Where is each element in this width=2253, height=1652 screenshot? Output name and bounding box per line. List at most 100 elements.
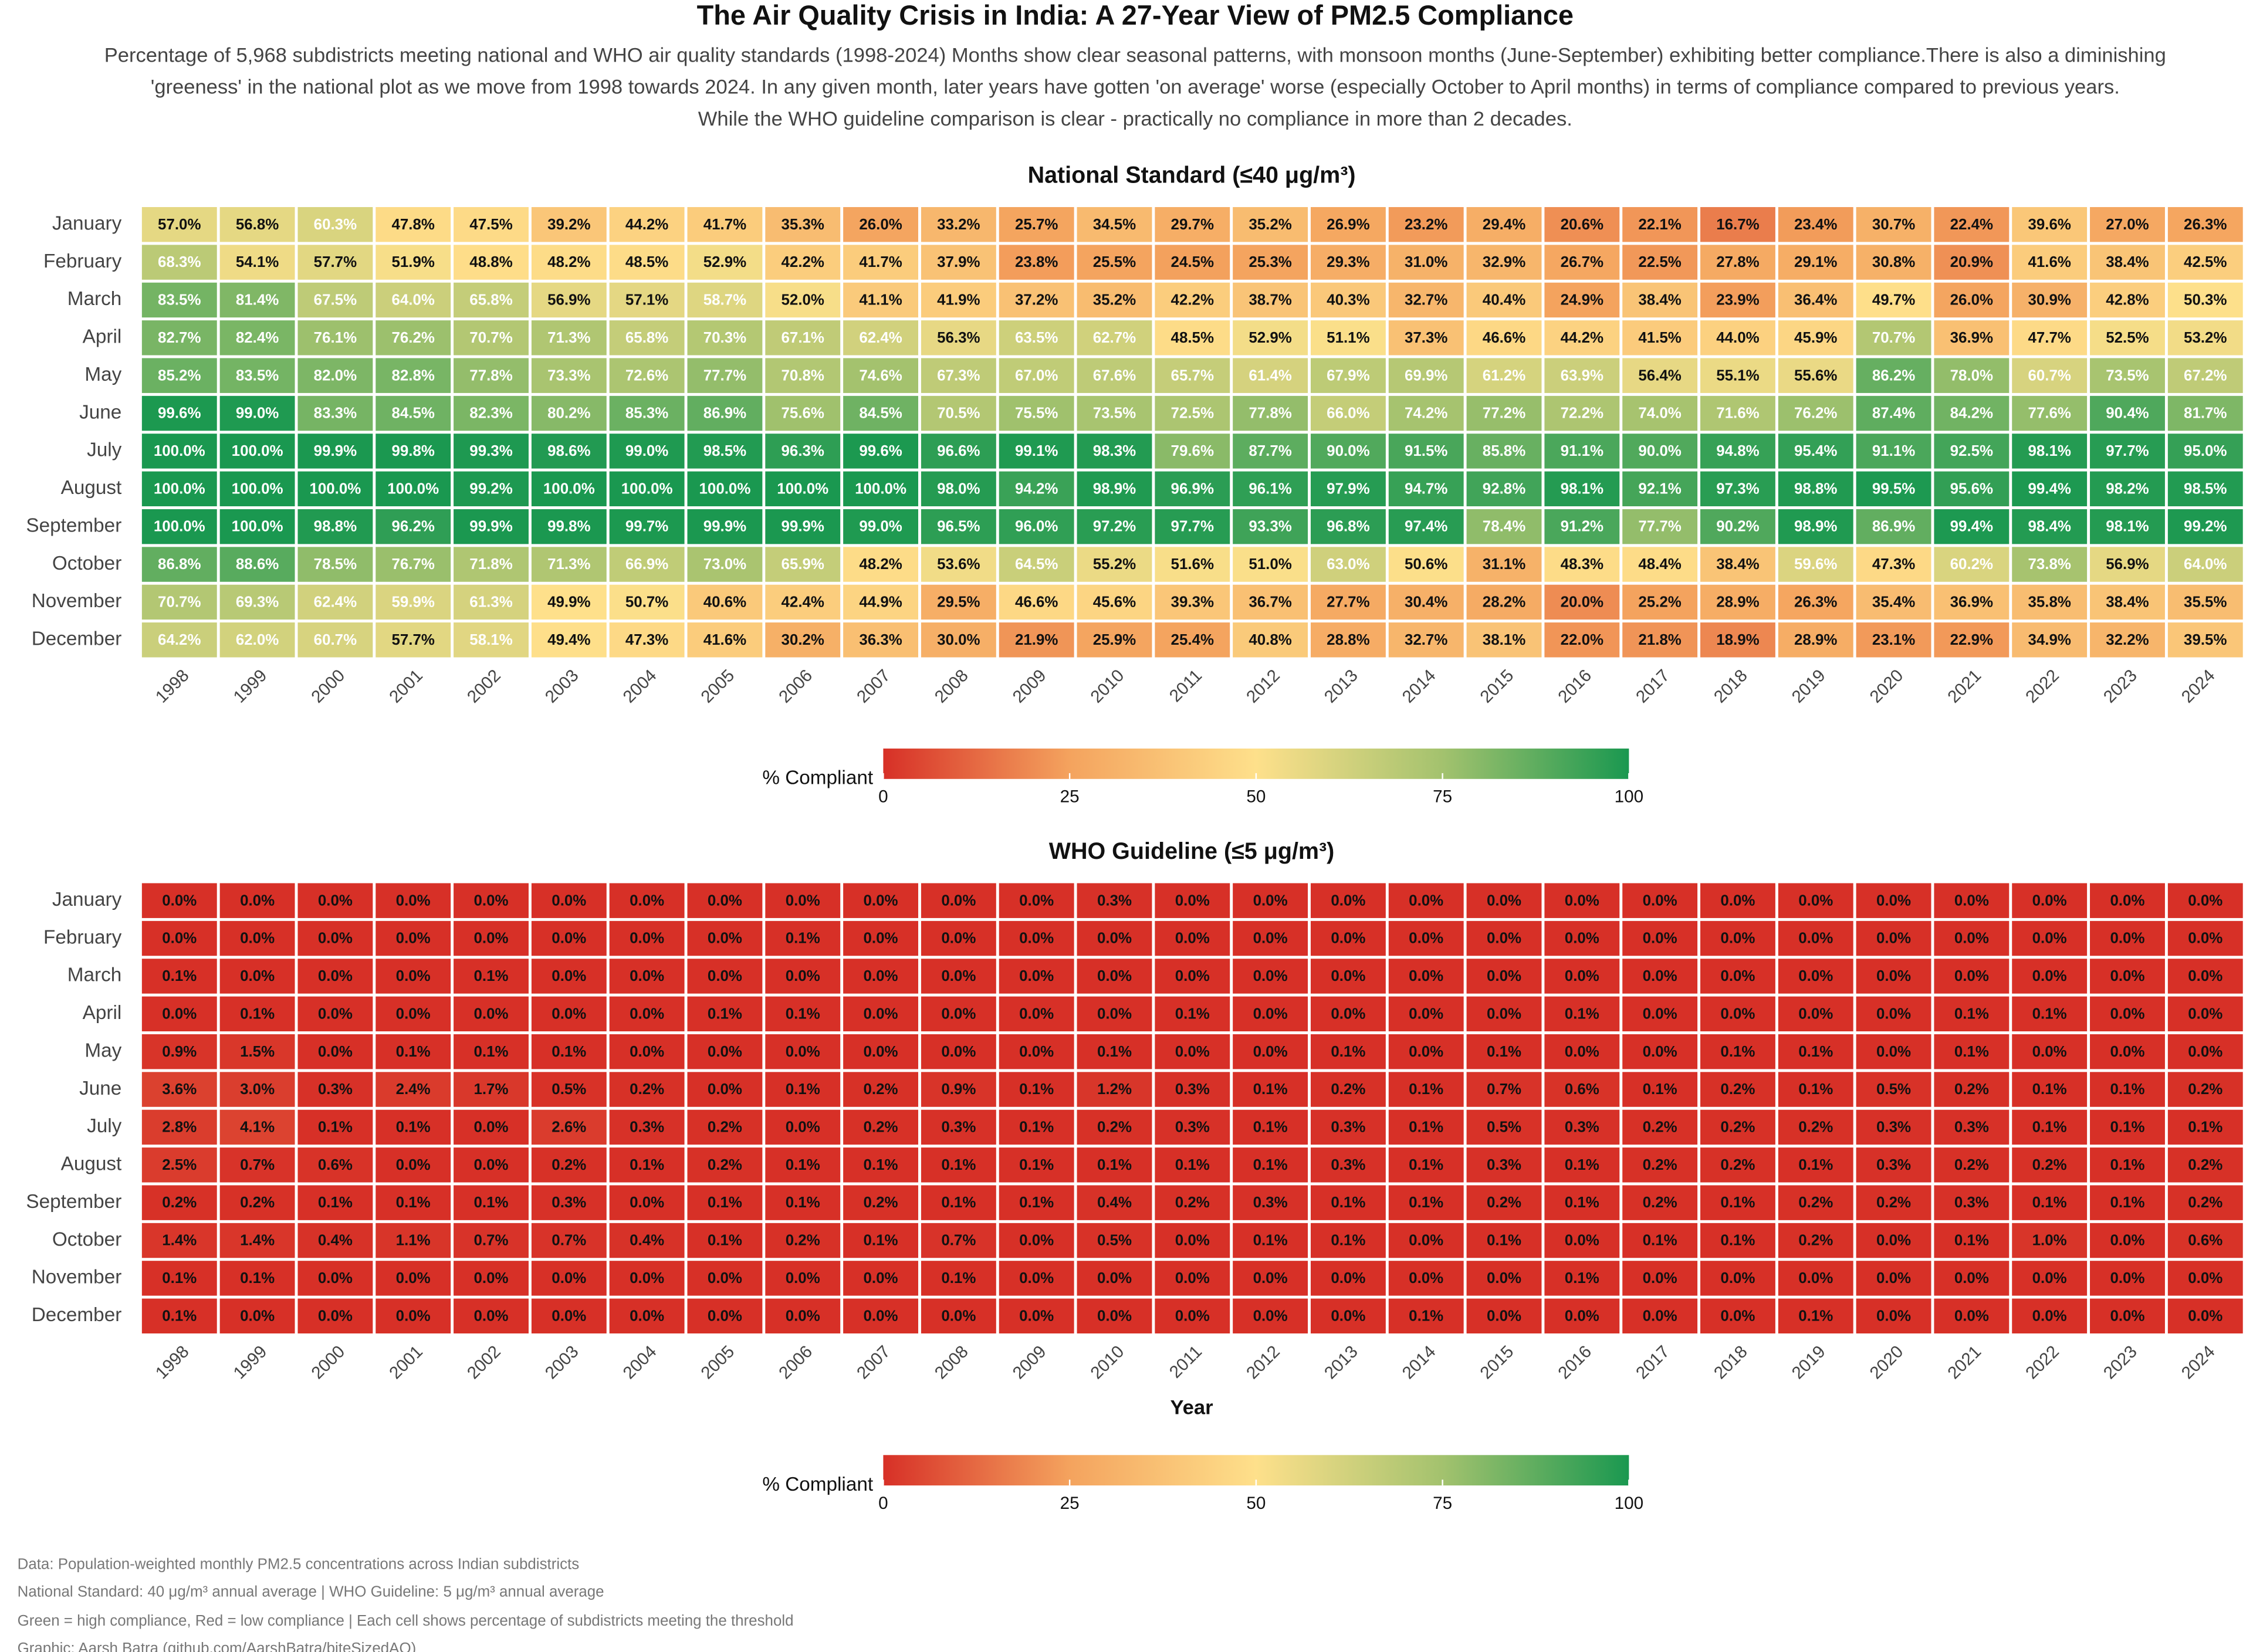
cell-label: 20.9% <box>1950 254 1993 270</box>
cell-label: 0.0% <box>1643 1270 1677 1287</box>
heatmap-cell <box>843 1034 918 1069</box>
heatmap-cell <box>1544 206 1620 242</box>
cell-label: 57.0% <box>158 216 201 233</box>
cell-label: 52.5% <box>2106 330 2149 346</box>
heatmap-cell <box>1388 1261 1464 1296</box>
cell-label: 55.6% <box>1794 367 1837 384</box>
cell-label: 99.5% <box>1872 480 1915 497</box>
cell-label: 25.5% <box>1093 254 1136 270</box>
cell-label: 72.2% <box>1561 405 1604 422</box>
heatmap-cell <box>1466 883 1542 918</box>
cell-label: 0.0% <box>1175 1270 1210 1287</box>
heatmap-cell <box>999 320 1074 356</box>
heatmap-cell <box>687 622 763 658</box>
cell-label: 44.9% <box>859 594 902 610</box>
cell-label: 70.7% <box>1872 330 1915 346</box>
cell-label: 56.3% <box>937 330 980 346</box>
heatmap-cell <box>376 1034 451 1069</box>
heatmap-cell <box>1233 1072 1308 1107</box>
cell-label: 72.6% <box>625 367 668 384</box>
heatmap-cell <box>921 1185 996 1220</box>
heatmap-cell <box>1310 358 1386 393</box>
heatmap-cell <box>141 959 217 994</box>
cell-label: 0.0% <box>396 1006 431 1022</box>
cell-label: 0.0% <box>1253 1308 1288 1324</box>
cell-label: 0.0% <box>318 892 353 909</box>
cell-label: 0.0% <box>1409 930 1443 947</box>
heatmap-cell <box>141 509 217 544</box>
cell-label: 0.0% <box>786 892 820 909</box>
heatmap-cell <box>1622 1109 1698 1145</box>
cell-label: 100.0% <box>232 443 283 459</box>
heatmap-cell <box>921 920 996 956</box>
cell-label: 0.5% <box>552 1081 586 1098</box>
cell-label: 75.6% <box>782 405 824 422</box>
heatmap-cell <box>1466 1298 1542 1333</box>
cell-label: 23.1% <box>1872 632 1915 648</box>
heatmap-cell <box>609 1034 685 1069</box>
heatmap-cell <box>531 1109 607 1145</box>
cell-label: 0.9% <box>162 1044 197 1060</box>
cell-label: 0.0% <box>2110 1044 2144 1060</box>
heatmap-cell <box>141 584 217 620</box>
heatmap-cell <box>1856 959 1931 994</box>
colorbar-label: % Compliant <box>762 767 873 789</box>
heatmap-cell <box>1778 434 1853 469</box>
heatmap-cell <box>376 1298 451 1333</box>
cell-label: 0.0% <box>396 1308 431 1324</box>
cell-label: 0.1% <box>1253 1157 1288 1173</box>
cell-label: 30.2% <box>782 632 824 648</box>
cell-label: 0.6% <box>2188 1233 2222 1249</box>
heatmap-cell <box>1856 883 1931 918</box>
heatmap-cell <box>1310 920 1386 956</box>
heatmap-cell <box>1388 245 1464 280</box>
cell-label: 0.0% <box>1253 968 1288 984</box>
heatmap-cell <box>1622 358 1698 393</box>
cell-label: 73.0% <box>703 556 746 573</box>
cell-label: 92.8% <box>1483 480 1525 497</box>
cell-label: 0.1% <box>1097 1044 1132 1060</box>
y-tick-label: December <box>32 1304 122 1326</box>
cell-label: 70.7% <box>469 330 512 346</box>
heatmap-cell <box>1155 320 1230 356</box>
cell-label: 82.8% <box>391 367 434 384</box>
x-tick-label: 2011 <box>1166 666 1206 706</box>
cell-label: 0.2% <box>2188 1194 2222 1211</box>
cell-label: 62.0% <box>236 632 279 648</box>
heatmap-cell <box>765 1298 841 1333</box>
heatmap-cell <box>1077 920 1152 956</box>
cell-label: 37.2% <box>1015 292 1058 309</box>
cell-label: 51.1% <box>1327 330 1369 346</box>
heatmap-cell <box>1310 1261 1386 1296</box>
cell-label: 0.2% <box>1720 1119 1755 1135</box>
heatmap-cell <box>1077 509 1152 544</box>
heatmap-cell <box>1388 395 1464 431</box>
heatmap-cell <box>843 959 918 994</box>
cell-label: 57.1% <box>625 292 668 309</box>
heatmap-cell <box>765 1261 841 1296</box>
heatmap-cell <box>1934 471 2010 507</box>
heatmap-cell <box>219 1147 295 1183</box>
cell-label: 36.3% <box>859 632 902 648</box>
x-tick-label: 2003 <box>542 666 583 707</box>
heatmap-cell <box>1934 1185 2010 1220</box>
x-tick-label: 2016 <box>1554 666 1595 707</box>
cell-label: 0.0% <box>552 930 586 947</box>
cell-label: 40.8% <box>1249 632 1291 648</box>
heatmap-cell <box>376 245 451 280</box>
heatmap-cell <box>843 245 918 280</box>
heatmap-cell <box>141 282 217 318</box>
cell-label: 22.1% <box>1638 216 1681 233</box>
cell-label: 0.0% <box>1175 1233 1210 1249</box>
cell-label: 25.3% <box>1249 254 1291 270</box>
heatmap-cell <box>1544 1034 1620 1069</box>
cell-label: 62.4% <box>859 330 902 346</box>
heatmap-cell <box>687 320 763 356</box>
cell-label: 0.7% <box>1487 1081 1521 1098</box>
cell-label: 0.0% <box>396 968 431 984</box>
heatmap-cell <box>1077 245 1152 280</box>
cell-label: 0.1% <box>1331 1044 1365 1060</box>
cell-label: 26.3% <box>1794 594 1837 610</box>
heatmap-cell <box>1466 206 1542 242</box>
cell-label: 0.0% <box>1409 892 1443 909</box>
